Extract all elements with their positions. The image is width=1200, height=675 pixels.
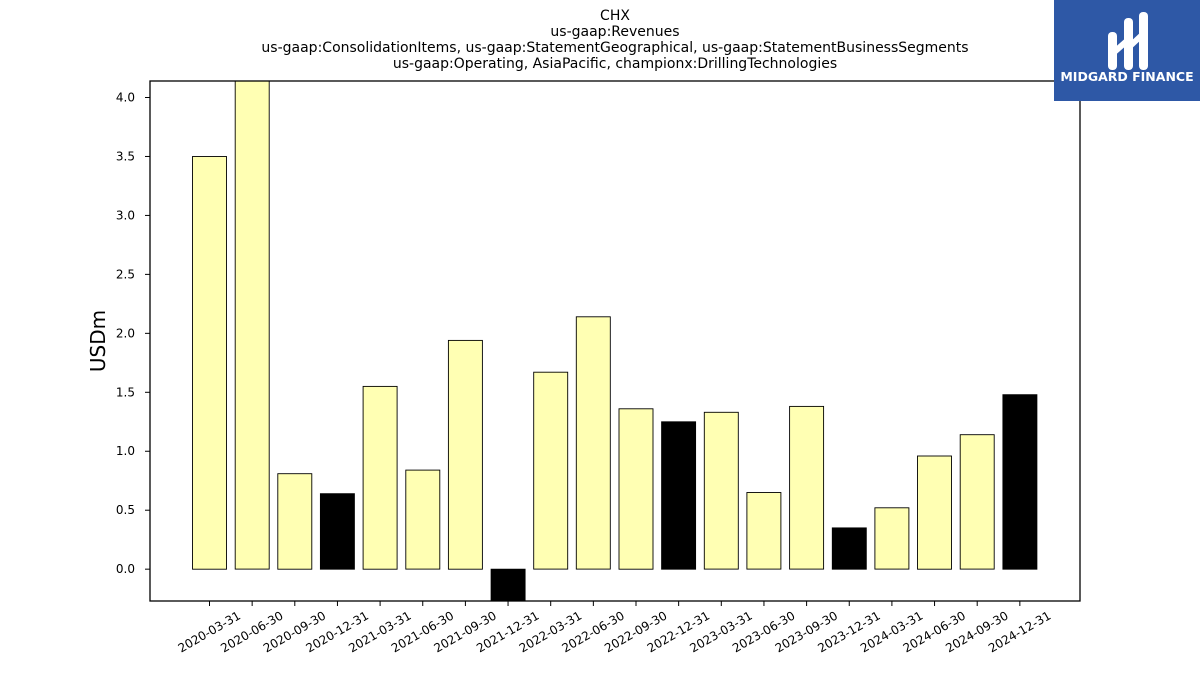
x-axis-ticks: 2020-03-312020-06-302020-09-302020-12-31… bbox=[176, 601, 1053, 655]
y-tick-label: 2.5 bbox=[116, 267, 135, 281]
title-line-4: us-gaap:Operating, AsiaPacific, champion… bbox=[393, 56, 837, 72]
logo-text: MIDGARD FINANCE bbox=[1060, 69, 1193, 84]
bar-2022-06-30 bbox=[575, 316, 611, 570]
bar-2020-09-30 bbox=[277, 473, 313, 570]
chart-title: CHX us-gaap:Revenues us-gaap:Consolidati… bbox=[261, 8, 968, 72]
bar-2020-03-31 bbox=[192, 156, 227, 570]
bars-layer bbox=[192, 81, 1038, 601]
bar-2023-03-31 bbox=[703, 411, 739, 570]
title-line-3: us-gaap:ConsolidationItems, us-gaap:Stat… bbox=[261, 40, 968, 56]
bar-2024-03-31 bbox=[874, 507, 910, 570]
bar-2021-03-31 bbox=[362, 385, 398, 570]
bar-2022-12-31 bbox=[661, 421, 697, 570]
plot-frame bbox=[149, 80, 1081, 602]
bar-2022-09-30 bbox=[618, 408, 654, 570]
y-tick-label: 3.5 bbox=[116, 149, 135, 163]
bar-2024-06-30 bbox=[917, 455, 952, 570]
bar-2023-06-30 bbox=[746, 492, 782, 570]
bar-2021-06-30 bbox=[405, 469, 441, 570]
midgard-logo-mark-icon bbox=[1108, 12, 1148, 70]
title-line-2: us-gaap:Revenues bbox=[550, 24, 679, 40]
bar-2024-09-30 bbox=[959, 434, 995, 570]
midgard-finance-logo: MIDGARD FINANCE bbox=[1054, 0, 1200, 101]
y-tick-label: 2.0 bbox=[116, 326, 135, 340]
bar-2023-09-30 bbox=[789, 405, 825, 570]
bar-2024-12-31 bbox=[1002, 394, 1038, 570]
bar-2021-09-30 bbox=[447, 339, 483, 570]
bar-2022-03-31 bbox=[533, 371, 569, 570]
y-tick-label: 1.5 bbox=[116, 385, 135, 399]
title-line-1: CHX bbox=[600, 8, 630, 24]
bar-2023-12-31 bbox=[831, 527, 867, 570]
bar-2020-06-30 bbox=[234, 81, 270, 570]
y-tick-label: 4.0 bbox=[116, 91, 135, 105]
y-tick-label: 0.5 bbox=[116, 503, 135, 517]
y-tick-label: 1.0 bbox=[116, 444, 135, 458]
y-tick-label: 3.0 bbox=[116, 208, 135, 222]
y-axis-label: USDm bbox=[86, 310, 110, 372]
bar-2020-12-31 bbox=[319, 493, 355, 570]
bar-2021-12-31 bbox=[490, 568, 526, 601]
y-axis-ticks: 0.0 0.5 1.0 1.5 2.0 2.5 3.0 3.5 4.0 bbox=[116, 91, 150, 576]
y-tick-label: 0.0 bbox=[116, 562, 135, 576]
